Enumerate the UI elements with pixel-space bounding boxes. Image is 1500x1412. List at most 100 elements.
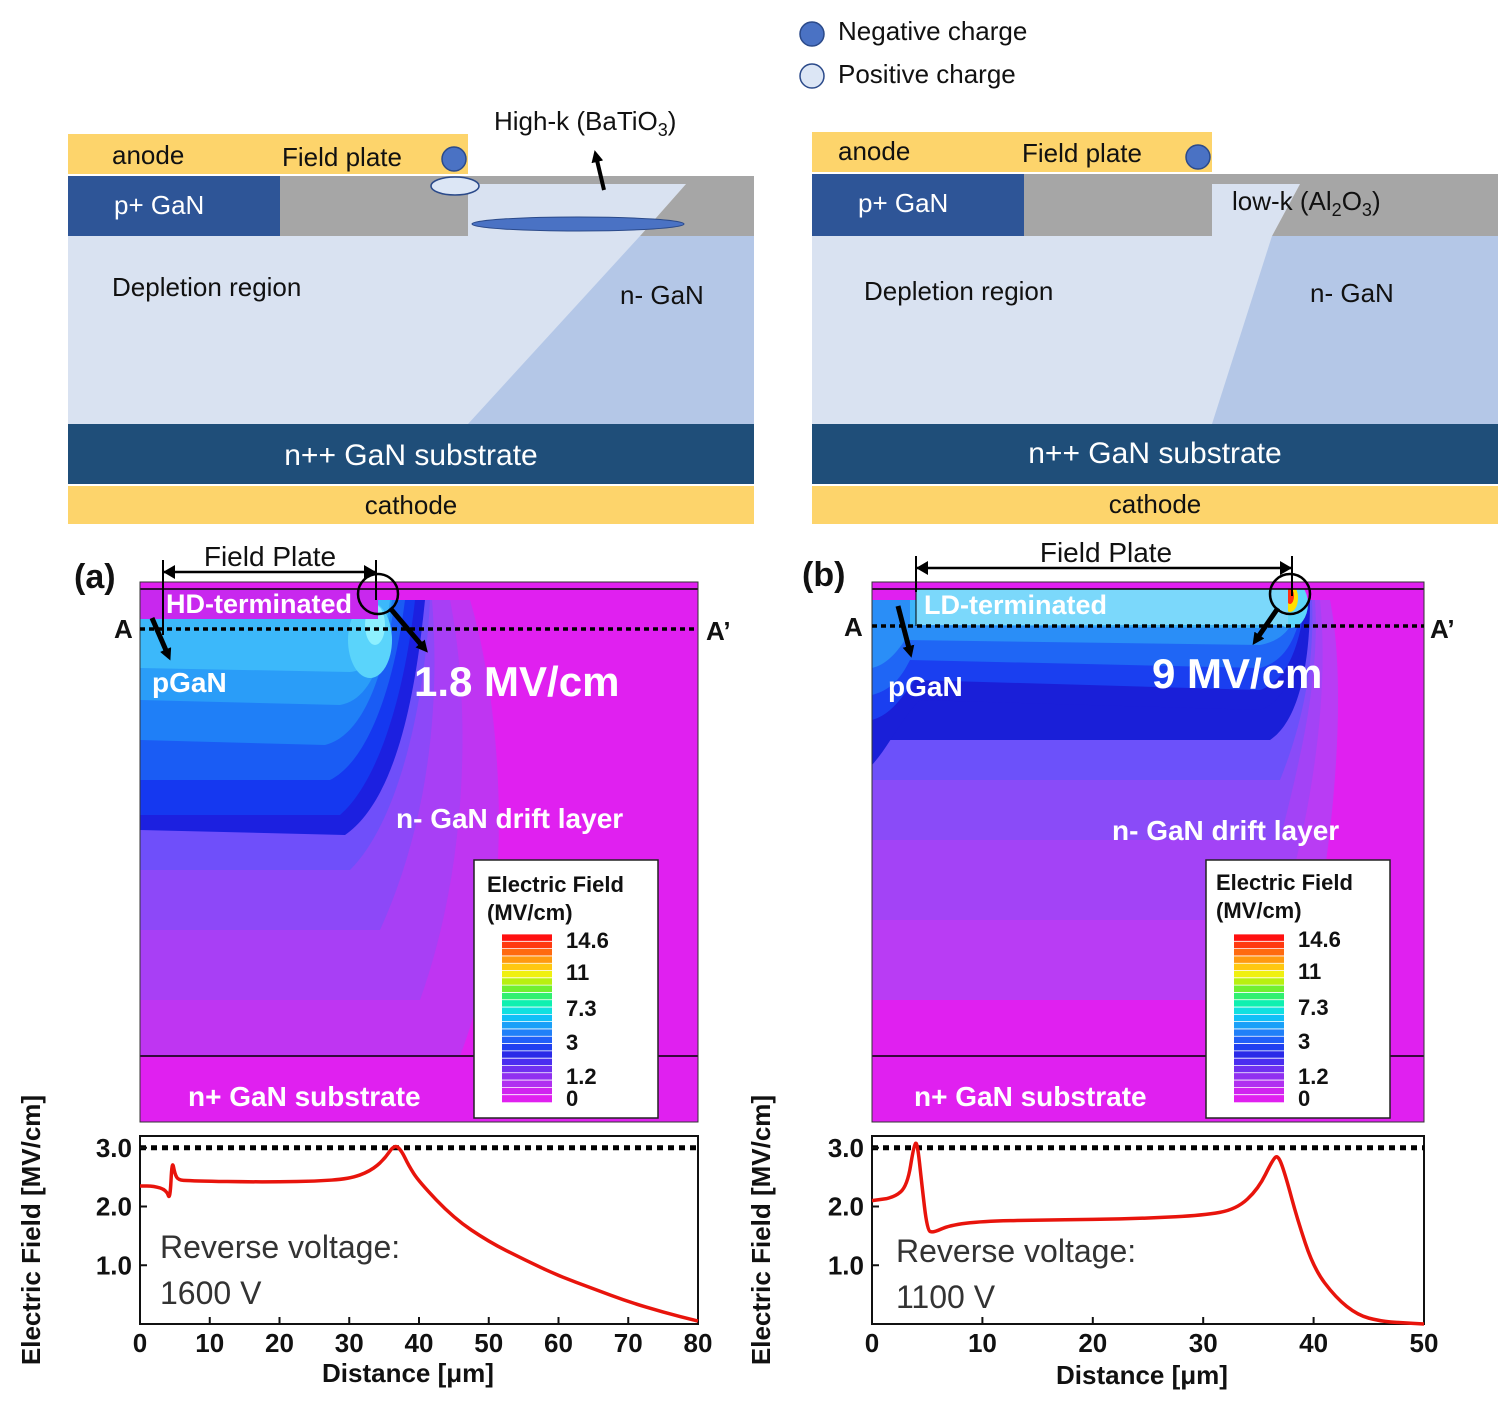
colorbar-stripe — [1234, 999, 1284, 1008]
colorbar-unit-b: (MV/cm) — [1216, 898, 1302, 923]
low-k-region — [1212, 184, 1300, 236]
low-k-label: low-k (Al2O3) — [1232, 186, 1381, 220]
colorbar-title-b: Electric Field — [1216, 870, 1353, 895]
colorbar-stripe — [1234, 1094, 1284, 1103]
line-chart-a: Reverse voltage: 1600 V Distance [μm] El… — [16, 1095, 712, 1388]
y-tick-label: 3.0 — [828, 1133, 864, 1163]
field-map-b — [871, 581, 1425, 1123]
colorbar-stripe — [1234, 963, 1284, 971]
negative-charge-sheet-icon — [471, 216, 685, 232]
anode-label-left: anode — [112, 140, 184, 170]
colorbar-stripe — [502, 955, 552, 964]
colorbar-stripe — [1234, 1028, 1284, 1037]
substrate-label-b: n+ GaN substrate — [914, 1081, 1147, 1112]
annotations-a: (a) Field Plate HD-terminated A A’ pGaN … — [74, 541, 731, 1112]
colorbar-a: Electric Field (MV/cm) 14.6 11 7.3 3 1.2… — [473, 859, 659, 1119]
colorbar-stripe — [1234, 985, 1284, 993]
colorbar-stripe — [502, 1080, 552, 1088]
x-tick-label: 50 — [1410, 1328, 1439, 1358]
panel-b-tag: (b) — [802, 556, 845, 594]
colorbar-stripe — [502, 963, 552, 971]
anode-label-right: anode — [838, 136, 910, 166]
y-tick-label: 1.0 — [96, 1250, 132, 1280]
negative-charge-icon-left — [441, 146, 467, 172]
colorbar-stripe — [502, 1036, 552, 1044]
colorbar-tick-b: 1.2 — [1298, 1064, 1329, 1089]
cathode-right — [812, 486, 1498, 524]
colorbar-stripe — [502, 992, 552, 1001]
colorbar-stripe — [1234, 1043, 1284, 1052]
pgan-label-b: pGaN — [888, 671, 963, 702]
peak-field-label-a: 1.8 MV/cm — [414, 658, 619, 705]
colorbar-b: Electric Field (MV/cm) 14.6 11 7.3 3 1.2… — [1205, 859, 1391, 1119]
p-gan-label-left: p+ GaN — [114, 190, 204, 220]
line-chart-b: Reverse voltage: 1100 V Distance [μm] El… — [746, 1095, 1438, 1390]
charge-legend: Negative charge Positive charge — [799, 16, 1027, 89]
a-label-left-b: A — [844, 612, 863, 642]
plot-frame — [871, 1135, 1425, 1325]
n-gan-label-right: n- GaN — [1310, 278, 1394, 308]
panel-a-tag: (a) — [74, 558, 116, 596]
field-plate-label-right: Field plate — [1022, 138, 1142, 168]
colorbar-stripe — [502, 970, 552, 979]
colorbar-stripe — [502, 1072, 552, 1081]
colorbar-stripe — [502, 1065, 552, 1074]
drift-label-b: n- GaN drift layer — [1112, 815, 1339, 846]
substrate-right — [812, 424, 1498, 484]
drift-label-a: n- GaN drift layer — [396, 803, 623, 834]
colorbar-tick-a: 3 — [566, 1030, 578, 1055]
x-tick-label: 0 — [133, 1328, 147, 1358]
colorbar-stripe — [1234, 1080, 1284, 1088]
annotations-b: (b) Field Plate LD-terminated A A’ pGaN … — [802, 537, 1455, 1112]
y-axis-title-a: Electric Field [MV/cm] — [16, 1095, 46, 1365]
legend-positive-label: Positive charge — [838, 59, 1016, 89]
oxide-right-left — [468, 176, 754, 236]
colorbar-stripe — [502, 948, 552, 957]
colorbar-stripe — [1234, 977, 1284, 986]
y-tick-label: 1.0 — [828, 1250, 864, 1280]
colorbar-unit-a: (MV/cm) — [487, 900, 573, 925]
x-tick-label: 10 — [195, 1328, 224, 1358]
terminated-label-a: HD-terminated — [166, 589, 352, 619]
peak-field-label-b: 9 MV/cm — [1152, 650, 1322, 697]
substrate-label-a: n+ GaN substrate — [188, 1081, 421, 1112]
high-k-arrow-icon — [591, 150, 606, 191]
colorbar-stripe — [502, 1028, 552, 1037]
colorbar-tick-a: 1.2 — [566, 1064, 597, 1089]
colorbar-stripe — [1234, 934, 1284, 942]
right-schematic: anode Field plate p+ GaN low-k (Al2O3) D… — [812, 132, 1498, 524]
p-gan-left — [68, 176, 280, 236]
colorbar-stripe — [502, 1021, 552, 1030]
cathode-label-left: cathode — [365, 490, 458, 520]
depletion-label-right: Depletion region — [864, 276, 1053, 306]
colorbar-stripe — [1234, 970, 1284, 979]
colorbar-stripe — [502, 1058, 552, 1066]
colorbar-stripe — [502, 1087, 552, 1095]
a-label-left-a: A — [114, 614, 133, 644]
a-prime-label-a: A’ — [706, 616, 731, 646]
x-tick-label: 40 — [405, 1328, 434, 1358]
n-gan-region-right — [1212, 236, 1498, 424]
colorbar-stripe — [502, 999, 552, 1008]
cathode-label-right: cathode — [1109, 489, 1202, 519]
peak-circle-a — [356, 572, 400, 616]
pgan-label-a: pGaN — [152, 667, 227, 698]
x-axis-title-a: Distance [μm] — [322, 1358, 494, 1388]
colorbar-stripe — [502, 1043, 552, 1052]
colorbar-tick-a: 0 — [566, 1086, 578, 1111]
colorbar-stripe — [1234, 1021, 1284, 1030]
colorbar-stripe — [1234, 1065, 1284, 1074]
colorbar-stripe — [1234, 948, 1284, 957]
colorbar-stripe — [1234, 1014, 1284, 1022]
p-gan-label-right: p+ GaN — [858, 188, 948, 218]
electric-field-curve — [140, 1144, 699, 1323]
anode-right — [812, 132, 1212, 172]
pgan-arrow-a — [149, 617, 172, 661]
oxide-right-right — [1212, 174, 1498, 236]
substrate-left — [68, 424, 754, 484]
reverse-voltage-label-b: Reverse voltage: — [896, 1233, 1136, 1269]
oxide-mid-right — [1024, 174, 1212, 236]
reverse-voltage-value-a: 1600 V — [160, 1275, 262, 1311]
colorbar-stripe — [1234, 992, 1284, 1001]
